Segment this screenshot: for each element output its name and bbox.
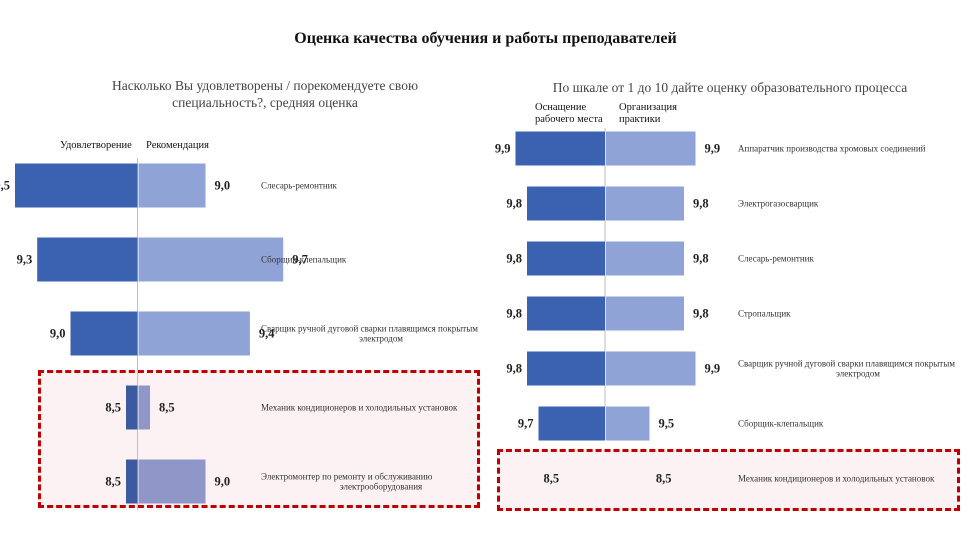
right-value-right-2: 9,8	[693, 252, 709, 266]
left-bar-left-0	[15, 163, 138, 208]
right-value-right-5: 9,5	[659, 417, 675, 431]
left-bar-left-4	[126, 459, 138, 504]
left-category-label-2: Сварщик ручной дуговой сварки плавящимся…	[261, 324, 478, 344]
right-legend-equipment-line1: Оснащение	[535, 102, 587, 113]
left-bar-right-2	[138, 311, 250, 356]
right-category-label-6: Механик кондиционеров и холодильных уста…	[738, 474, 935, 484]
right-category-label-2: Слесарь-ремонтник	[738, 254, 814, 264]
left-highlight-box	[38, 370, 480, 508]
right-bar-left-4	[527, 351, 605, 386]
left-legend-satisfaction: Удовлетворение	[60, 140, 132, 151]
left-bar-left-2	[70, 311, 138, 356]
right-bar-right-3	[606, 296, 684, 331]
left-value-right-4: 9,0	[215, 475, 231, 489]
left-chart-subtitle: Насколько Вы удовлетворены / порекоменду…	[40, 77, 490, 111]
right-bar-right-1	[606, 186, 684, 221]
right-value-right-0: 9,9	[705, 142, 721, 156]
right-category-label-5: Сборщик-клепальщик	[738, 419, 824, 429]
right-value-left-2: 9,8	[506, 252, 522, 266]
left-bar-right-1	[138, 237, 284, 282]
right-legend-practice-line1: Организация	[619, 102, 677, 113]
right-category-label-line: Электрогазосварщик	[738, 199, 819, 209]
right-category-label-3: Стропальщик	[738, 309, 791, 319]
left-bar-right-0	[138, 163, 206, 208]
right-bar-left-0	[515, 131, 605, 166]
left-category-label-line: Слесарь-ремонтник	[261, 181, 337, 191]
left-value-left-3: 8,5	[105, 401, 121, 415]
left-value-left-1: 9,3	[17, 253, 33, 267]
left-category-label-line: электрооборудования	[340, 482, 422, 492]
right-legend-equipment: Оснащение рабочего места	[535, 102, 603, 126]
right-category-label-line: Сборщик-клепальщик	[738, 419, 824, 429]
right-legend-practice-line2: практики	[619, 114, 661, 125]
left-bar-right-3	[138, 385, 150, 430]
left-chart-subtitle-line2: специальность?, средняя оценка	[172, 95, 358, 110]
left-value-right-3: 8,5	[159, 401, 175, 415]
right-category-label-line: Механик кондиционеров и холодильных уста…	[738, 474, 935, 484]
left-value-left-0: 9,5	[0, 179, 10, 193]
left-category-label-1: Сборщик-клепальщик	[261, 255, 347, 265]
left-category-label-line: Сборщик-клепальщик	[261, 255, 347, 265]
left-category-label-line: Механик кондиционеров и холодильных уста…	[261, 403, 458, 413]
right-value-right-1: 9,8	[693, 197, 709, 211]
right-chart-subtitle: По шкале от 1 до 10 дайте оценку образов…	[495, 79, 965, 96]
right-value-right-3: 9,8	[693, 307, 709, 321]
right-highlight-box	[497, 449, 960, 511]
right-value-right-6: 8,5	[544, 472, 560, 486]
right-bar-left-2	[527, 241, 605, 276]
left-legend-recommendation: Рекомендация	[146, 140, 209, 151]
left-category-label-line: электродом	[359, 334, 403, 344]
right-value-right-4: 9,9	[705, 362, 721, 376]
page-title: Оценка качества обучения и работы препод…	[294, 30, 677, 47]
left-value-right-2: 9,4	[259, 327, 275, 341]
left-category-label-3: Механик кондиционеров и холодильных уста…	[261, 403, 458, 413]
right-value-left-0: 9,9	[495, 142, 511, 156]
right-bar-right-4	[606, 351, 696, 386]
right-value-left-5: 9,7	[518, 417, 534, 431]
right-bar-right-2	[606, 241, 684, 276]
left-value-left-2: 9,0	[50, 327, 66, 341]
right-category-label-line: Слесарь-ремонтник	[738, 254, 814, 264]
right-legend-practice: Организация практики	[619, 102, 677, 126]
right-category-label-line: Сварщик ручной дуговой сварки плавящимся…	[738, 359, 955, 369]
left-value-right-1: 9,7	[292, 253, 308, 267]
left-category-label-line: Сварщик ручной дуговой сварки плавящимся…	[261, 324, 478, 334]
right-category-label-0: Аппаратчик производства хромовых соедине…	[738, 144, 926, 154]
right-category-label-line: электродом	[836, 369, 880, 379]
right-bar-left-5	[538, 406, 605, 441]
right-value-left-1: 9,8	[506, 197, 522, 211]
right-value-left-4: 9,8	[506, 362, 522, 376]
left-value-right-0: 9,0	[215, 179, 231, 193]
left-bar-left-1	[37, 237, 138, 282]
left-category-label-line: Электромонтер по ремонту и обслуживанию	[261, 472, 433, 482]
left-bar-right-4	[138, 459, 206, 504]
right-bar-right-0	[606, 131, 696, 166]
right-category-label-line: Стропальщик	[738, 309, 791, 319]
right-legend-equipment-line2: рабочего места	[535, 114, 603, 125]
right-value-left-6: 8,5	[656, 472, 672, 486]
left-value-left-4: 8,5	[105, 475, 121, 489]
right-bar-left-3	[527, 296, 605, 331]
left-category-label-0: Слесарь-ремонтник	[261, 181, 337, 191]
right-bar-right-5	[606, 406, 650, 441]
right-value-left-3: 9,8	[506, 307, 522, 321]
left-bar-left-3	[126, 385, 138, 430]
left-chart-subtitle-line1: Насколько Вы удовлетворены / порекоменду…	[111, 78, 419, 93]
left-category-label-4: Электромонтер по ремонту и обслуживанию э…	[261, 472, 433, 492]
right-chart-subtitle-line1: По шкале от 1 до 10 дайте оценку образов…	[552, 80, 908, 95]
right-bar-left-1	[527, 186, 605, 221]
right-category-label-4: Сварщик ручной дуговой сварки плавящимся…	[738, 359, 955, 379]
right-category-label-line: Аппаратчик производства хромовых соедине…	[738, 144, 926, 154]
right-category-label-1: Электрогазосварщик	[738, 199, 819, 209]
